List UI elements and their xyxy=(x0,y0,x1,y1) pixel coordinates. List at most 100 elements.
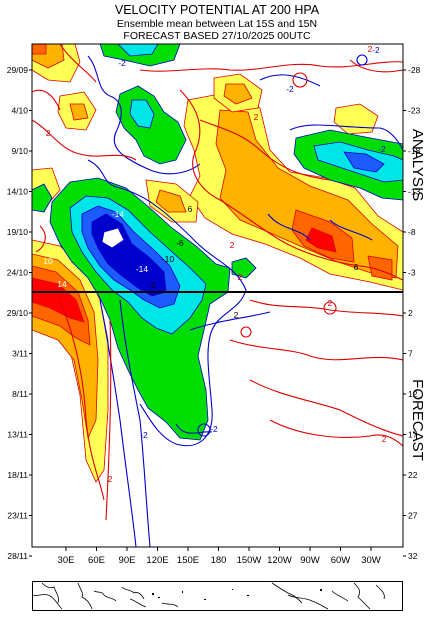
nl-region xyxy=(117,44,159,57)
nm-region xyxy=(343,151,385,173)
y-tick-label: 8/11 xyxy=(12,389,28,399)
right-tick-label: -28 xyxy=(408,65,421,75)
x-tick-label: 30W xyxy=(361,555,381,566)
right-tick-label: 7 xyxy=(408,349,413,359)
positive-contour-line xyxy=(32,89,61,111)
right-tick-label: 12 xyxy=(408,389,418,399)
negative-contour-line xyxy=(87,55,201,175)
y-tick-label: 18/11 xyxy=(7,470,28,480)
ps-region xyxy=(32,277,85,323)
ps-region xyxy=(305,227,337,253)
negative-contour-line xyxy=(189,311,271,331)
right-tick-label: -23 xyxy=(408,106,421,116)
map-frame xyxy=(32,581,403,611)
x-tick-label: 60E xyxy=(88,555,105,566)
analysis-label: ANALYSIS xyxy=(409,129,426,201)
negative-anomaly-regions xyxy=(32,44,403,441)
contour-value-label: 2 xyxy=(328,298,333,308)
chart-subtitle-1: Ensemble mean between Lat 15S and 15N xyxy=(116,18,318,30)
contour-value-label: -2 xyxy=(210,424,218,434)
positive-contour-line xyxy=(179,89,403,281)
nw-region xyxy=(231,257,257,279)
positive-contour-line xyxy=(229,339,403,361)
contour-value-label: -6 xyxy=(176,238,184,248)
x-tick-label: 60W xyxy=(331,555,351,566)
y-tick-label: 29/09 xyxy=(7,65,29,75)
y-tick-label: 24/10 xyxy=(7,268,29,278)
contour-value-label: -10 xyxy=(162,254,175,264)
right-tick-label: -13 xyxy=(408,187,421,197)
positive-contour-line xyxy=(35,225,46,253)
pl-region xyxy=(223,83,253,105)
contour-value-label: 2 xyxy=(234,310,239,320)
contour-value-label: -2 xyxy=(140,430,148,440)
plot-frame xyxy=(31,43,404,548)
negative-contour-line xyxy=(267,213,311,241)
contour-value-label: 6 xyxy=(354,262,359,272)
chart-axes: 30E 60E 90E 120E 150E 180 150W 120W 90W 60W 30W29/… xyxy=(7,65,426,566)
right-tick-label: -8 xyxy=(408,227,416,237)
pl-region xyxy=(69,103,89,121)
x-tick-label: 30E xyxy=(58,555,75,566)
pm-region xyxy=(32,44,47,55)
contour-value-label: 2 xyxy=(230,240,235,250)
y-tick-label: 14/10 xyxy=(7,187,29,197)
chart-title: VELOCITY POTENTIAL AT 200 HPA xyxy=(114,3,320,17)
forecast-label: FORECAST xyxy=(409,379,426,461)
contour-lines xyxy=(32,44,403,547)
negative-contour-line xyxy=(329,219,373,241)
negative-contour-line xyxy=(197,423,211,437)
y-tick-label: 19/10 xyxy=(7,227,29,237)
right-tick-label: -3 xyxy=(408,268,416,278)
y-tick-label: 4/10 xyxy=(11,106,28,116)
x-tick-label: 180 xyxy=(211,555,227,566)
negative-contour-line xyxy=(87,159,247,447)
positive-contour-line xyxy=(105,319,112,521)
positive-contour-line xyxy=(59,299,105,501)
right-tick-label: -18 xyxy=(408,146,421,156)
positive-contour-line xyxy=(249,379,403,437)
positive-contour-line xyxy=(269,419,403,447)
nl-region xyxy=(129,99,155,129)
contour-value-label: 2 xyxy=(46,128,51,138)
x-tick-label: 90E xyxy=(119,555,136,566)
right-tick-label: 22 xyxy=(408,470,418,480)
ring-contours xyxy=(197,54,368,437)
negative-contour-line xyxy=(119,299,151,547)
contour-value-label: -2 xyxy=(378,144,386,154)
y-tick-label: 9/10 xyxy=(11,146,28,156)
right-tick-label: 32 xyxy=(408,551,418,561)
y-tick-label: 28/11 xyxy=(7,551,28,561)
x-tick-label: 120E xyxy=(146,555,168,566)
positive-contour-line xyxy=(199,119,331,181)
y-tick-label: 29/10 xyxy=(7,308,29,318)
positive-contour-line xyxy=(32,119,137,161)
positive-contour-line xyxy=(59,44,97,83)
contour-value-label: -2 xyxy=(118,58,126,68)
pl-region xyxy=(155,189,187,213)
negative-contour-line xyxy=(356,54,368,66)
positive-contour-line xyxy=(249,299,403,317)
white-region xyxy=(101,227,125,249)
negative-contour-line xyxy=(175,423,213,434)
y-tick-label: 13/11 xyxy=(7,430,28,440)
x-tick-label: 90W xyxy=(300,555,320,566)
contour-value-label: 14 xyxy=(57,279,67,289)
contour-value-label: 2 xyxy=(368,44,373,54)
x-tick-label: 120W xyxy=(267,555,292,566)
contour-value-label: -14 xyxy=(112,209,125,219)
right-tick-label: 2 xyxy=(408,308,413,318)
pm-region xyxy=(367,255,393,281)
positive-contour-line xyxy=(349,59,403,73)
negative-contour-line xyxy=(259,74,321,87)
map-coastlines xyxy=(32,582,385,610)
x-tick-label: 150W xyxy=(237,555,262,566)
contour-value-label: 6 xyxy=(188,204,193,214)
positive-contour-line xyxy=(240,326,252,338)
y-tick-label: 3/11 xyxy=(12,349,28,359)
right-tick-label: 17 xyxy=(408,430,418,440)
reference-world-map xyxy=(32,581,403,611)
nw-region xyxy=(32,183,53,213)
